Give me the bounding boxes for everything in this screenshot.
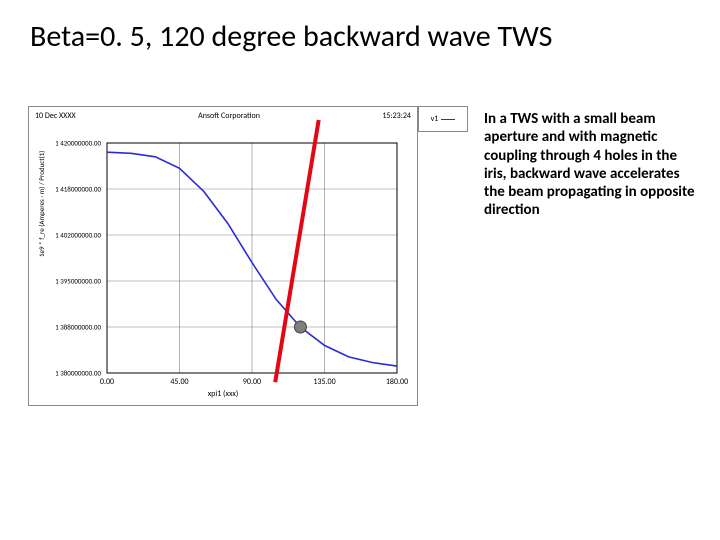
y-axis-label: 1e9 * f_re (Amperes · m) / Product(1): [37, 151, 46, 257]
plot-area: 1 420000000.001 418000000.001 402000000.…: [107, 143, 397, 373]
chart-header-center: Ansoft Corporation: [198, 111, 260, 121]
xtick-label: 45.00: [170, 377, 188, 387]
chart-container: 10 Dec XXXX Ansoft Corporation 15:23:24 …: [28, 106, 418, 406]
xtick-label: 135.00: [313, 377, 335, 387]
ytick-label: 1 420000000.00: [55, 139, 101, 148]
chart-header-right: 15:23:24: [382, 111, 411, 121]
legend-label: v1: [431, 114, 439, 124]
chart-header-left: 10 Dec XXXX: [35, 111, 76, 121]
chart-header: 10 Dec XXXX Ansoft Corporation 15:23:24: [35, 111, 411, 121]
chart-legend: v1: [418, 106, 468, 132]
plot-svg: [107, 143, 397, 373]
xtick-label: 180.00: [386, 377, 408, 387]
ytick-label: 1 380000000.00: [55, 369, 101, 378]
body-text: In a TWS with a small beam aperture and …: [484, 110, 700, 220]
ytick-label: 1 388000000.00: [55, 323, 101, 332]
slide-title: Beta=0. 5, 120 degree backward wave TWS: [30, 18, 690, 55]
legend-swatch: [441, 119, 455, 120]
x-axis-label: xpi1 (xxx): [29, 389, 417, 399]
xtick-label: 90.00: [243, 377, 261, 387]
ytick-label: 1 418000000.00: [55, 185, 101, 194]
ytick-label: 1 395000000.00: [55, 277, 101, 286]
ytick-label: 1 402000000.00: [55, 231, 101, 240]
xtick-label: 0.00: [100, 377, 114, 387]
slide: Beta=0. 5, 120 degree backward wave TWS …: [0, 0, 720, 540]
